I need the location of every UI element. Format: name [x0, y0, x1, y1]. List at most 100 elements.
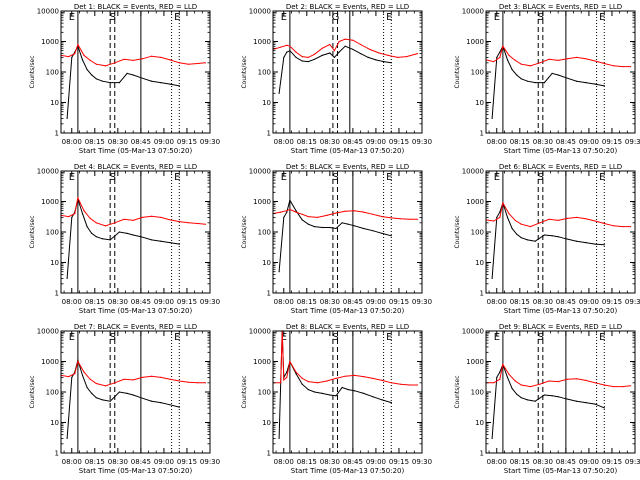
lld-data-point	[378, 52, 380, 54]
lld-data-point	[499, 216, 501, 218]
events-data-point	[390, 62, 392, 64]
lld-data-point	[95, 63, 97, 65]
x-tick-label: 08:00	[62, 138, 82, 146]
lld-data-point	[566, 217, 569, 219]
x-tick-label: 08:30	[320, 298, 340, 306]
y-axis-label: Counts/sec	[241, 375, 248, 408]
marker-letter: E	[69, 172, 75, 183]
events-data-point	[594, 403, 596, 405]
lld-data-point	[612, 386, 615, 388]
lld-data-point	[280, 382, 282, 384]
lld-data-point	[557, 59, 559, 62]
events-data-point	[381, 399, 383, 401]
panel-title: Det 2: BLACK = Events, RED = LLD	[286, 3, 409, 11]
lld-data-point	[280, 46, 282, 48]
events-data-point	[77, 359, 79, 361]
plot-frame	[60, 10, 211, 134]
lld-data-point	[622, 386, 624, 388]
events-data-point	[565, 77, 567, 79]
x-tick-label: 08:00	[487, 138, 507, 146]
lld-data-point	[390, 217, 392, 219]
events-data-point	[71, 56, 73, 59]
y-tick-label: 1000	[253, 38, 271, 46]
events-data-point	[86, 69, 88, 71]
lld-data-point	[89, 59, 91, 62]
lld-data-point	[529, 226, 532, 228]
lld-data-point	[307, 56, 309, 59]
lld-data-point	[169, 219, 171, 221]
lld-data-point	[283, 379, 285, 381]
events-data-point	[295, 210, 297, 212]
lld-data-point	[123, 378, 125, 380]
x-tick-label: 08:45	[556, 458, 576, 466]
lld-data-point	[344, 375, 346, 377]
events-data-point	[81, 213, 84, 215]
events-series-line	[66, 44, 180, 119]
lld-data-point	[629, 385, 632, 387]
lld-data-point	[68, 376, 70, 378]
lld-data-point	[344, 210, 346, 212]
events-data-point	[286, 51, 288, 53]
lld-data-point	[289, 45, 291, 47]
x-tick-label: 08:45	[556, 138, 576, 146]
events-data-point	[347, 389, 349, 391]
lld-data-point	[576, 378, 578, 380]
lld-data-point	[387, 54, 389, 57]
x-tick-label: 08:15	[297, 458, 317, 466]
events-data-point	[551, 395, 553, 397]
lld-data-point	[396, 56, 398, 59]
lld-data-point	[178, 221, 180, 223]
events-data-point	[506, 216, 509, 218]
events-data-point	[496, 56, 498, 59]
events-data-point	[301, 60, 303, 62]
plot-frame	[60, 170, 211, 294]
events-data-point	[160, 402, 162, 404]
x-axis-label: Start Time (05-Mar-13 07:50:20)	[79, 147, 193, 155]
lld-data-point	[295, 211, 297, 213]
x-tick-label: 08:15	[85, 458, 105, 466]
marker-letter: S	[110, 172, 116, 183]
y-tick-label: 100	[258, 389, 271, 397]
x-tick-label: 09:00	[366, 138, 386, 146]
lld-data-point	[187, 63, 190, 65]
y-tick-label: 1	[267, 130, 271, 138]
panel-title: Det 1: BLACK = Events, RED = LLD	[74, 3, 197, 11]
lld-data-point	[399, 218, 402, 220]
lld-series-line	[486, 363, 631, 388]
lld-data-point	[360, 43, 362, 46]
events-data-point	[71, 376, 73, 378]
x-axis-label: Start Time (05-Mar-13 07:50:20)	[79, 467, 193, 475]
plot-frame	[485, 170, 636, 294]
marker-letter: E	[174, 12, 180, 23]
lld-data-point	[372, 377, 374, 379]
events-data-point	[178, 85, 180, 87]
events-data-point	[520, 78, 522, 80]
x-axis-label: Start Time (05-Mar-13 07:50:20)	[504, 307, 618, 315]
events-data-point	[526, 239, 529, 241]
x-tick-label: 08:15	[85, 298, 105, 306]
events-data-point	[169, 83, 171, 85]
lld-data-point	[289, 360, 291, 363]
marker-letter: S	[110, 12, 116, 23]
x-tick-label: 08:45	[343, 298, 363, 306]
events-data-point	[603, 407, 605, 409]
y-tick-label: 100	[471, 389, 484, 397]
events-data-point	[585, 402, 587, 404]
events-data-point	[140, 77, 142, 79]
y-tick-label: 100	[46, 69, 59, 77]
events-data-point	[301, 219, 303, 221]
lld-data-point	[295, 371, 297, 373]
events-data-point	[66, 437, 68, 439]
lld-data-point	[502, 202, 504, 204]
lld-data-point	[622, 66, 624, 68]
x-tick-label: 09:15	[389, 138, 409, 146]
y-tick-label: 100	[471, 229, 484, 237]
marker-letter: E	[599, 172, 605, 183]
events-data-point	[301, 383, 303, 385]
lld-data-point	[141, 216, 143, 218]
lld-data-point	[286, 210, 288, 212]
y-tick-label: 10	[50, 99, 59, 107]
events-data-point	[95, 397, 97, 399]
lld-data-point	[409, 218, 411, 220]
